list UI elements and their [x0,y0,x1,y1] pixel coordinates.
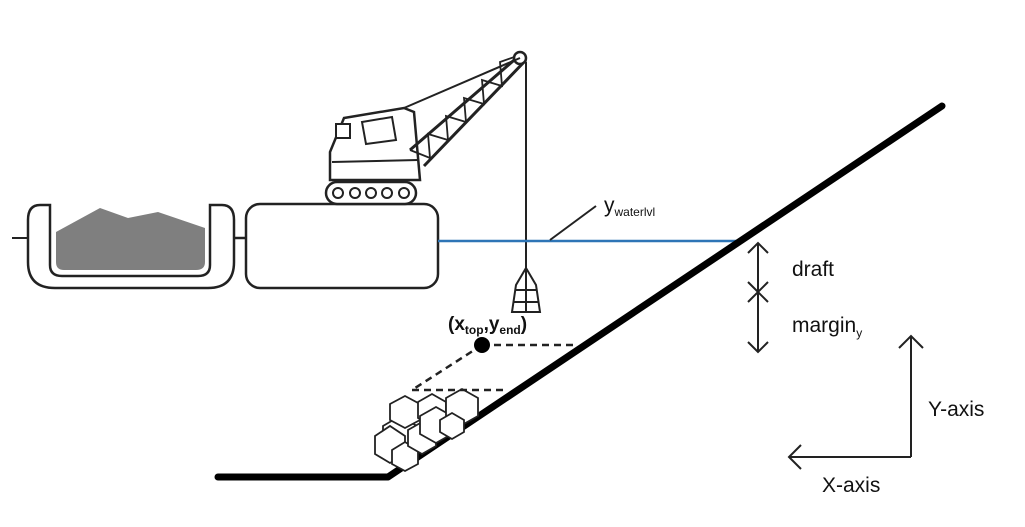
seabed-slope [214,102,946,481]
crane-pontoon [244,202,440,290]
water-level-leader [549,205,597,241]
design-point-label: (xtop,yend) [448,314,527,337]
hopper-barge [26,203,236,290]
crane [324,50,528,268]
x-axis-label: X-axis [822,474,880,497]
design-point-marker [474,337,490,353]
crane-cab [328,106,422,182]
draft-label: draft [792,258,834,281]
axes-indicator [787,334,924,470]
water-level-label: ywaterlvl [604,194,655,219]
draft-dimension [747,241,769,294]
rock-armour [374,387,479,473]
margin-label: marginy [792,314,862,340]
design-profile [411,343,578,392]
margin-dimension [747,290,769,354]
sediment-load [56,208,205,270]
clamshell-grab [510,266,542,313]
y-axis-label: Y-axis [928,398,984,421]
